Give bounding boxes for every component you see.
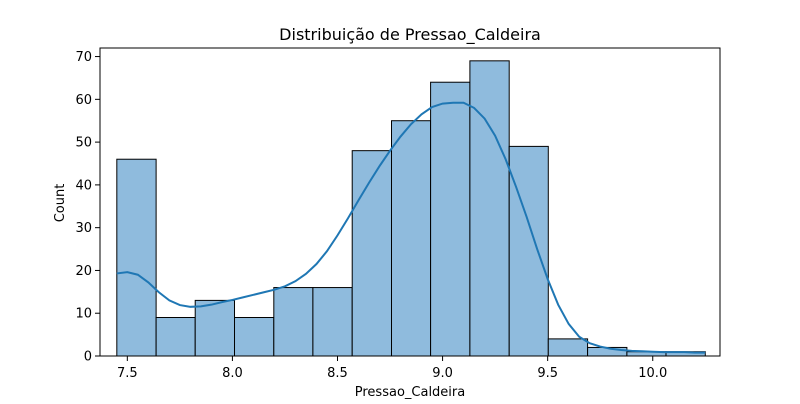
- histogram-bar: [155, 317, 196, 357]
- y-tick-label: 20: [75, 264, 92, 279]
- x-tick-label: 8.5: [327, 366, 348, 381]
- histogram-bar: [469, 60, 510, 357]
- histogram-bar: [116, 158, 157, 357]
- histogram-bar: [273, 287, 314, 357]
- axes-frame: [99, 47, 721, 357]
- histogram-bar: [194, 299, 236, 357]
- y-axis-label: Count: [53, 184, 68, 223]
- x-tick-label: 10.0: [638, 366, 667, 381]
- histogram-bar: [234, 317, 275, 357]
- x-tick-label: 8.0: [222, 366, 243, 381]
- y-tick-label: 30: [75, 221, 92, 236]
- chart-title: Distribuição de Pressao_Caldeira: [279, 25, 541, 45]
- y-tick-label: 70: [75, 50, 92, 65]
- x-axis-ticks: 7.5 8.0 8.5 9.0 9.5 10.0: [117, 356, 667, 381]
- x-tick-label: 9.0: [432, 366, 453, 381]
- y-tick-label: 40: [75, 178, 92, 193]
- histogram-bar: [391, 120, 432, 357]
- histogram-bar: [508, 145, 549, 357]
- kde-curve: [116, 101, 706, 354]
- y-tick-label: 10: [75, 307, 92, 322]
- y-tick-label: 0: [84, 350, 92, 365]
- histogram-bar: [547, 338, 589, 357]
- x-tick-label: 9.5: [537, 366, 558, 381]
- x-tick-label: 7.5: [117, 366, 138, 381]
- y-tick-label: 60: [75, 93, 92, 108]
- histogram-bars: [116, 60, 706, 357]
- histogram-bar: [312, 287, 353, 357]
- y-tick-label: 50: [75, 136, 92, 151]
- histogram-bar: [430, 81, 471, 357]
- y-axis-ticks: 0 10 20 30 40 50 60 70: [75, 50, 100, 365]
- histogram-bar: [351, 150, 393, 357]
- x-axis-label: Pressao_Caldeira: [355, 385, 465, 400]
